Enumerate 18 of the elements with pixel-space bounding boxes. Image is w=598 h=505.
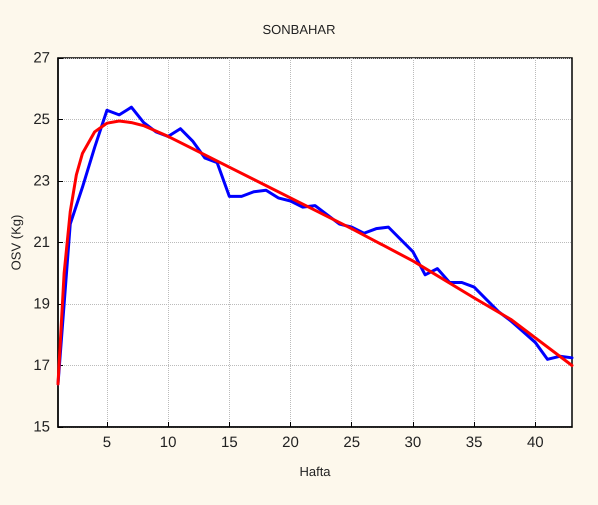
x-tick-label: 10 [160, 434, 176, 451]
y-tick-label: 17 [33, 357, 50, 374]
x-tick-label: 5 [102, 434, 112, 451]
x-tick-label: 35 [466, 434, 482, 451]
y-axis-title: OSV (Kg) [8, 214, 24, 270]
y-tick-label: 25 [33, 111, 50, 128]
x-axis-title: Hafta [299, 464, 332, 479]
x-tick-label: 25 [343, 434, 360, 451]
x-tick-label: 40 [526, 434, 544, 451]
y-tick-label: 21 [33, 234, 50, 251]
y-tick-label: 23 [33, 172, 50, 190]
y-tick-label: 19 [33, 296, 50, 312]
chart-title: SONBAHAR [262, 22, 336, 37]
x-tick-label: 30 [404, 434, 422, 451]
x-tick-label: 20 [282, 434, 299, 451]
y-tick-label: 27 [33, 50, 50, 66]
x-tick-label: 15 [220, 434, 238, 451]
y-tick-label: 15 [33, 418, 50, 436]
